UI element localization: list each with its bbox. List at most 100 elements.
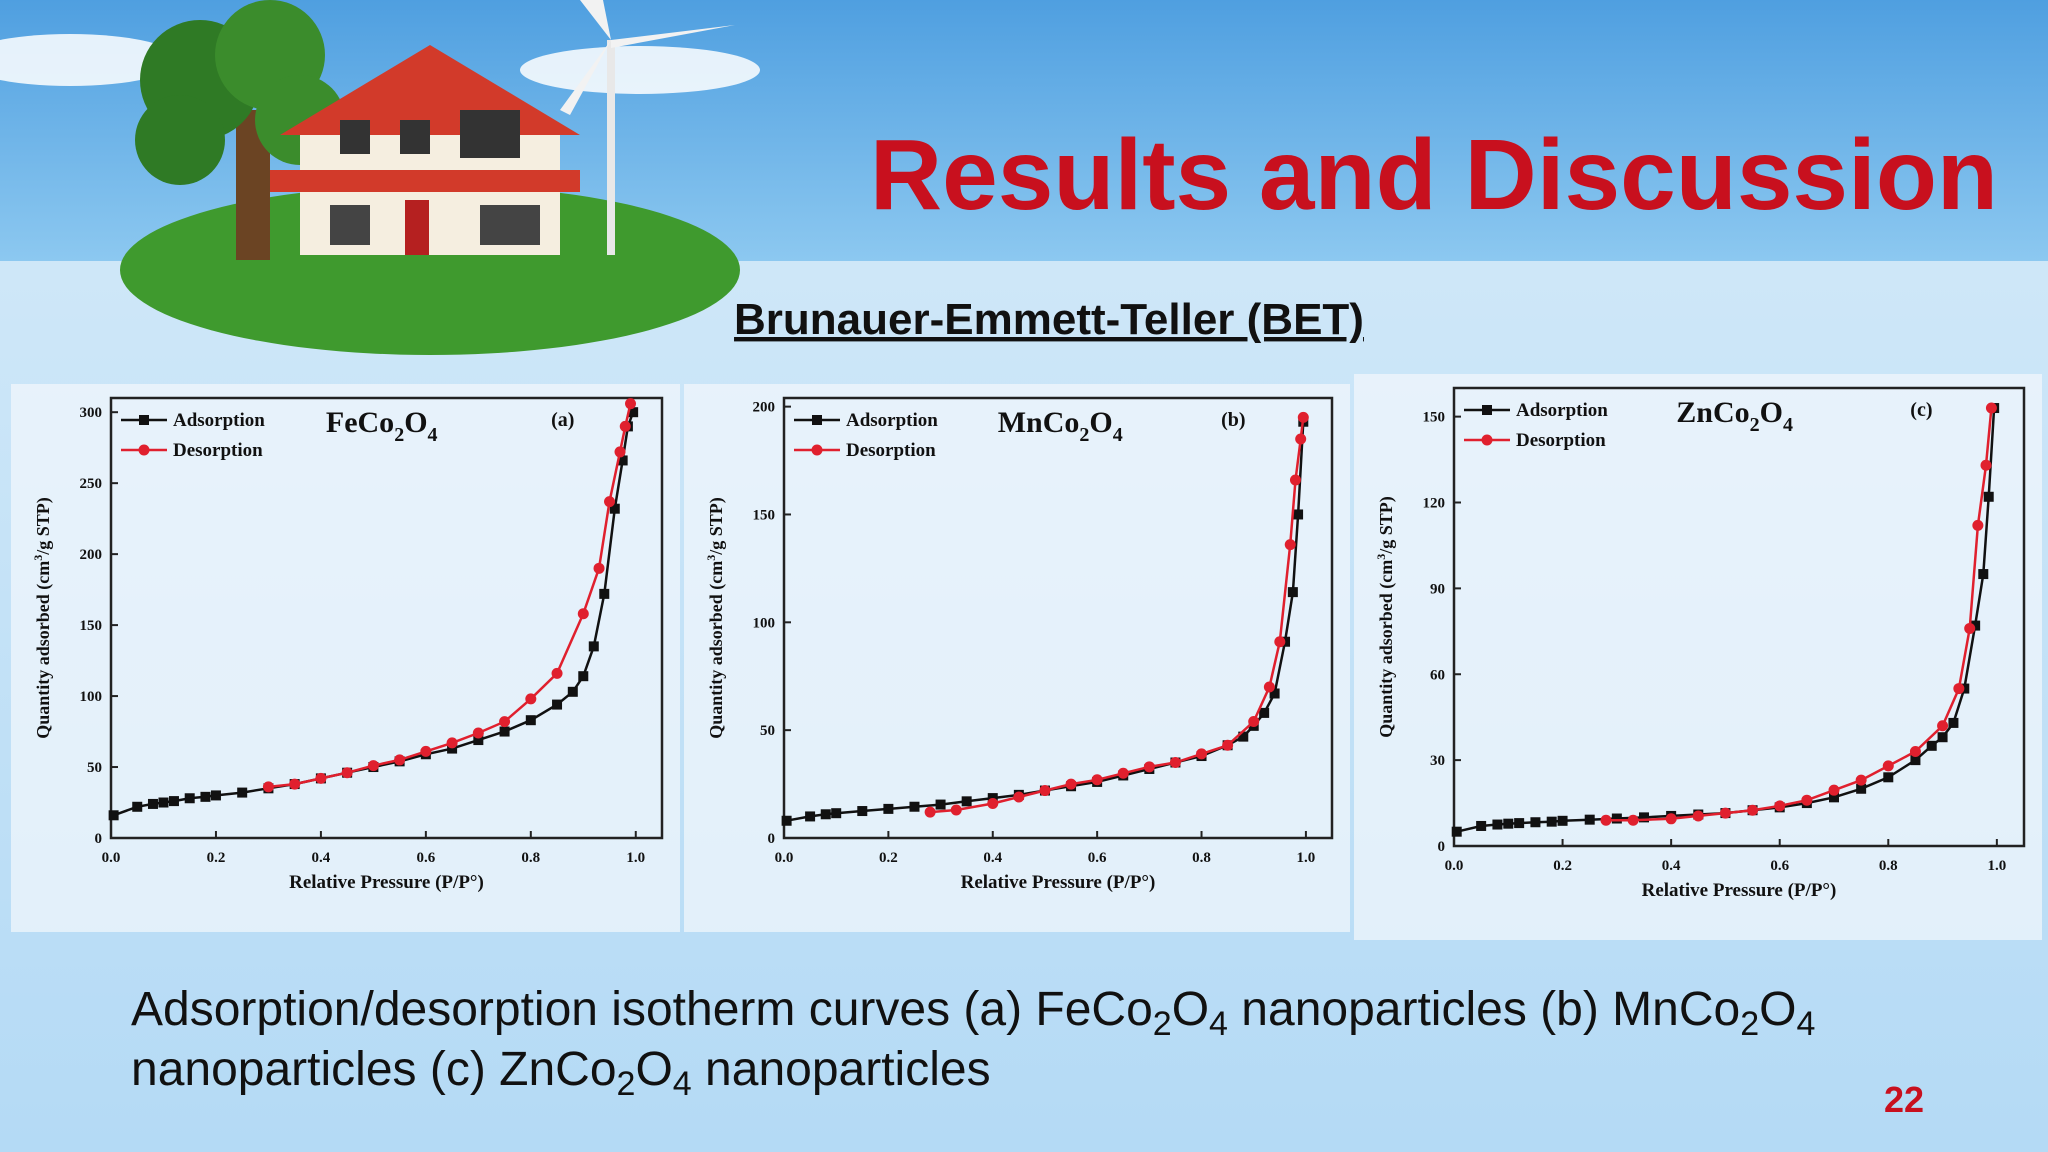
data-point <box>420 745 432 757</box>
data-point <box>341 767 353 779</box>
data-point <box>909 801 920 812</box>
y-tick-label: 0 <box>1438 839 1446 855</box>
data-point <box>1937 732 1948 743</box>
data-point <box>473 735 484 746</box>
data-point <box>1883 772 1894 783</box>
data-point <box>628 407 639 418</box>
data-point <box>1978 569 1989 580</box>
data-point <box>132 801 143 812</box>
data-point <box>987 797 999 809</box>
text-run: Quantity adsorbed (cm <box>706 561 727 739</box>
x-tick-label: 0.6 <box>1770 858 1789 874</box>
x-tick-label: 0.8 <box>521 850 540 866</box>
header-illustration <box>0 0 760 355</box>
data-point <box>1953 683 1965 695</box>
x-tick-label: 1.0 <box>1987 858 2006 874</box>
data-point <box>924 806 936 818</box>
x-tick-label: 0.6 <box>416 850 435 866</box>
data-point <box>184 793 195 804</box>
data-point <box>1584 814 1595 825</box>
y-tick-label: 60 <box>1430 667 1445 683</box>
data-point <box>1627 814 1639 826</box>
data-point <box>1639 812 1649 823</box>
data-point <box>447 743 458 754</box>
text-run: Quantity adsorbed (cm <box>1376 560 1397 738</box>
chart-background <box>11 384 680 932</box>
panel-label: (b) <box>1221 409 1245 431</box>
legend-marker <box>139 415 149 425</box>
slide-title: Results and Discussion <box>870 119 1998 231</box>
legend-label: Adsorption <box>173 410 265 431</box>
subscript: 2 <box>394 424 404 446</box>
x-tick-label: 0.2 <box>879 850 898 866</box>
y-axis-label: Quantity adsorbed (cm3/g STP) <box>704 497 727 739</box>
data-point <box>1855 774 1867 786</box>
text-run: /g STP) <box>706 497 727 556</box>
data-point <box>805 811 816 822</box>
data-point <box>1196 748 1208 760</box>
y-tick-label: 200 <box>753 400 776 416</box>
data-point <box>1801 794 1813 806</box>
data-point <box>1169 757 1181 769</box>
subscript: 2 <box>617 1065 636 1103</box>
data-point <box>289 778 301 790</box>
text-run: nanoparticles <box>692 1043 991 1096</box>
plot-frame <box>782 396 1334 840</box>
x-axis-label: Relative Pressure (P/P°) <box>289 872 484 893</box>
data-point <box>147 798 158 809</box>
data-point <box>1530 817 1541 828</box>
text-run: FeCo <box>326 406 394 439</box>
subscript: 2 <box>1750 414 1760 436</box>
subscript: 4 <box>428 424 438 446</box>
x-tick-label: 0.4 <box>983 850 1002 866</box>
data-point <box>1284 539 1296 551</box>
legend-label: Desorption <box>173 440 263 461</box>
subscript: 4 <box>1113 424 1123 446</box>
data-point <box>394 754 406 766</box>
text-run: O <box>635 1043 672 1096</box>
data-point <box>588 641 599 652</box>
data-point <box>525 715 536 726</box>
data-point <box>1514 818 1525 829</box>
data-point <box>1972 519 1984 531</box>
superscript: 3 <box>31 555 45 561</box>
slide-subtitle: Brunauer-Emmett-Teller (BET) <box>734 295 1364 344</box>
text-run: /g STP) <box>1376 496 1397 555</box>
superscript: 3 <box>704 555 718 561</box>
text-run: /g STP) <box>33 497 54 556</box>
data-point <box>1065 778 1077 790</box>
data-point <box>1774 800 1786 812</box>
chart-background <box>1354 374 2042 940</box>
y-tick-label: 150 <box>1423 410 1446 426</box>
x-tick-label: 0.0 <box>775 850 794 866</box>
y-tick-label: 50 <box>760 723 775 739</box>
data-point <box>593 562 605 574</box>
subscript: 4 <box>1209 1005 1228 1043</box>
data-point <box>525 693 537 705</box>
data-point <box>1295 433 1307 445</box>
subscript: 2 <box>1153 1005 1172 1043</box>
data-point <box>108 810 119 821</box>
data-point <box>446 737 458 749</box>
data-point <box>168 796 179 807</box>
data-point <box>831 808 842 819</box>
y-tick-label: 120 <box>1423 496 1446 512</box>
text-run: O <box>1760 396 1783 429</box>
data-point <box>1259 707 1270 718</box>
data-point <box>1143 761 1155 773</box>
data-point <box>578 671 589 682</box>
y-tick-label: 50 <box>87 760 102 776</box>
data-point <box>1964 622 1976 634</box>
subscript: 2 <box>1079 424 1089 446</box>
data-point <box>1451 826 1462 837</box>
data-point <box>604 496 616 508</box>
data-point <box>1828 784 1840 796</box>
legend-marker <box>138 444 150 456</box>
data-point <box>551 667 563 679</box>
data-point <box>1665 813 1677 825</box>
y-tick-label: 100 <box>753 615 776 631</box>
y-tick-label: 200 <box>80 547 103 563</box>
data-point <box>1476 820 1487 831</box>
caption-line: nanoparticles (c) ZnCo2O4 nanoparticles <box>131 1043 991 1103</box>
